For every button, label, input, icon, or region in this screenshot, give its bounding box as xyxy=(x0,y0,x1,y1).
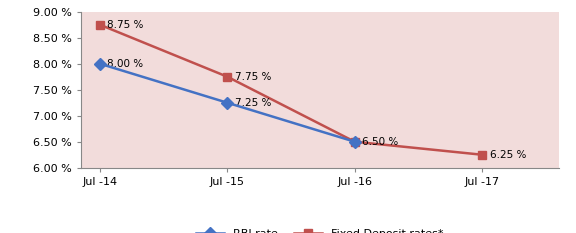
Text: 6.25 %: 6.25 % xyxy=(490,150,526,160)
Text: 7.75 %: 7.75 % xyxy=(235,72,271,82)
Text: 7.25 %: 7.25 % xyxy=(235,98,271,108)
Legend: RBI rate, Fixed Deposit rates*: RBI rate, Fixed Deposit rates* xyxy=(192,224,448,233)
Text: 8.00 %: 8.00 % xyxy=(107,59,143,69)
Text: 8.75 %: 8.75 % xyxy=(107,20,144,30)
Text: 6.50 %: 6.50 % xyxy=(362,137,399,147)
